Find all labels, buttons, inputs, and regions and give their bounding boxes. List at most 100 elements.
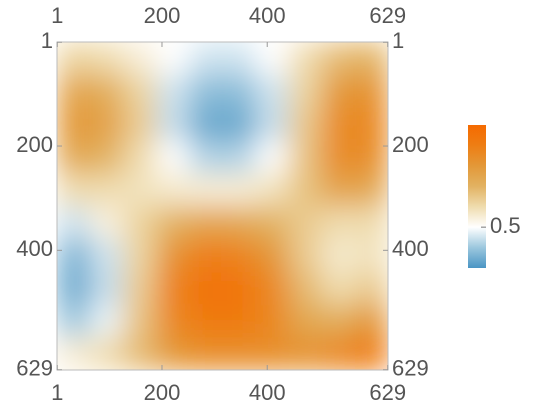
y-tick-label: 200 xyxy=(392,132,429,157)
heat-cell xyxy=(255,304,290,338)
heat-cell xyxy=(123,74,157,109)
heat-cell xyxy=(354,304,388,338)
heat-cell xyxy=(255,337,290,370)
heat-cell xyxy=(189,304,223,338)
heat-cell xyxy=(189,74,223,109)
heat-cell xyxy=(123,173,157,207)
heat-cell xyxy=(354,42,388,76)
heat-cell xyxy=(189,173,223,207)
heat-cell xyxy=(321,337,356,370)
heat-cell xyxy=(189,337,223,370)
heat-cell xyxy=(321,107,356,141)
x-tick-label: 629 xyxy=(369,380,406,405)
heat-cell xyxy=(354,238,388,273)
heat-cell xyxy=(123,140,157,174)
heat-cell xyxy=(255,173,290,207)
heat-cell xyxy=(189,271,223,305)
heat-cell xyxy=(321,304,356,338)
heatmap-cells xyxy=(57,42,388,370)
x-tick-label: 200 xyxy=(144,380,181,405)
heat-cell xyxy=(57,238,91,273)
heat-cell xyxy=(123,304,157,338)
heat-cell xyxy=(57,140,91,174)
heat-cell xyxy=(57,271,91,305)
x-tick-label: 1 xyxy=(51,380,63,405)
heat-cell xyxy=(156,271,190,305)
heat-cell xyxy=(222,74,257,109)
heat-cell xyxy=(156,42,190,76)
y-tick-label: 1 xyxy=(41,28,53,53)
heat-cell xyxy=(123,337,157,370)
heat-cell xyxy=(90,42,124,76)
heat-cell xyxy=(288,140,323,174)
heat-cell xyxy=(123,271,157,305)
heat-cell xyxy=(57,107,91,141)
heat-cell xyxy=(90,271,124,305)
heat-cell xyxy=(123,206,157,240)
colorbar-tick-label: 0.5 xyxy=(490,213,521,238)
heat-cell xyxy=(156,74,190,109)
heat-cell xyxy=(156,206,190,240)
heat-cell xyxy=(90,173,124,207)
heat-cell xyxy=(189,140,223,174)
heat-cell xyxy=(354,107,388,141)
heat-cell xyxy=(321,271,356,305)
heat-cell xyxy=(57,74,91,109)
y-tick-label: 629 xyxy=(392,356,429,381)
heat-cell xyxy=(255,42,290,76)
colorbar xyxy=(468,125,486,268)
y-tick-label: 1 xyxy=(392,28,404,53)
heat-cell xyxy=(288,271,323,305)
heat-cell xyxy=(57,206,91,240)
y-tick-label: 400 xyxy=(392,236,429,261)
heat-cell xyxy=(288,238,323,273)
heat-cell xyxy=(354,206,388,240)
heat-cell xyxy=(288,173,323,207)
heat-cell xyxy=(222,271,257,305)
y-tick-label: 400 xyxy=(16,236,53,261)
heat-cell xyxy=(90,337,124,370)
heat-cell xyxy=(354,173,388,207)
heat-cell xyxy=(288,107,323,141)
heat-cell xyxy=(288,337,323,370)
heat-cell xyxy=(321,238,356,273)
heat-cell xyxy=(321,42,356,76)
heat-cell xyxy=(354,271,388,305)
heat-cell xyxy=(90,206,124,240)
plot-area xyxy=(57,42,388,370)
heat-cell xyxy=(222,107,257,141)
x-tick-label: 629 xyxy=(369,3,406,28)
heat-cell xyxy=(123,107,157,141)
heat-cell xyxy=(255,140,290,174)
heat-cell xyxy=(156,173,190,207)
heat-cell xyxy=(156,238,190,273)
heat-cell xyxy=(189,107,223,141)
heat-cell xyxy=(288,42,323,76)
heat-cell xyxy=(222,206,257,240)
heat-cell xyxy=(222,42,257,76)
heat-cell xyxy=(288,304,323,338)
x-tick-label: 200 xyxy=(144,3,181,28)
y-tick-label: 629 xyxy=(16,356,53,381)
heat-cell xyxy=(354,74,388,109)
heat-cell xyxy=(222,140,257,174)
heat-cell xyxy=(255,206,290,240)
heat-cell xyxy=(57,337,91,370)
heat-cell xyxy=(156,304,190,338)
heat-cell xyxy=(222,238,257,273)
heat-cell xyxy=(90,238,124,273)
frame xyxy=(56,41,389,371)
heat-cell xyxy=(255,271,290,305)
x-tick-label: 1 xyxy=(51,3,63,28)
heat-cell xyxy=(354,337,388,370)
heat-cell xyxy=(354,140,388,174)
heat-cell xyxy=(156,337,190,370)
heat-cell xyxy=(222,337,257,370)
heat-cell xyxy=(156,107,190,141)
heat-cell xyxy=(321,74,356,109)
heat-cell xyxy=(57,173,91,207)
heat-cell xyxy=(189,42,223,76)
heat-cell xyxy=(57,42,91,76)
heat-cell xyxy=(321,173,356,207)
